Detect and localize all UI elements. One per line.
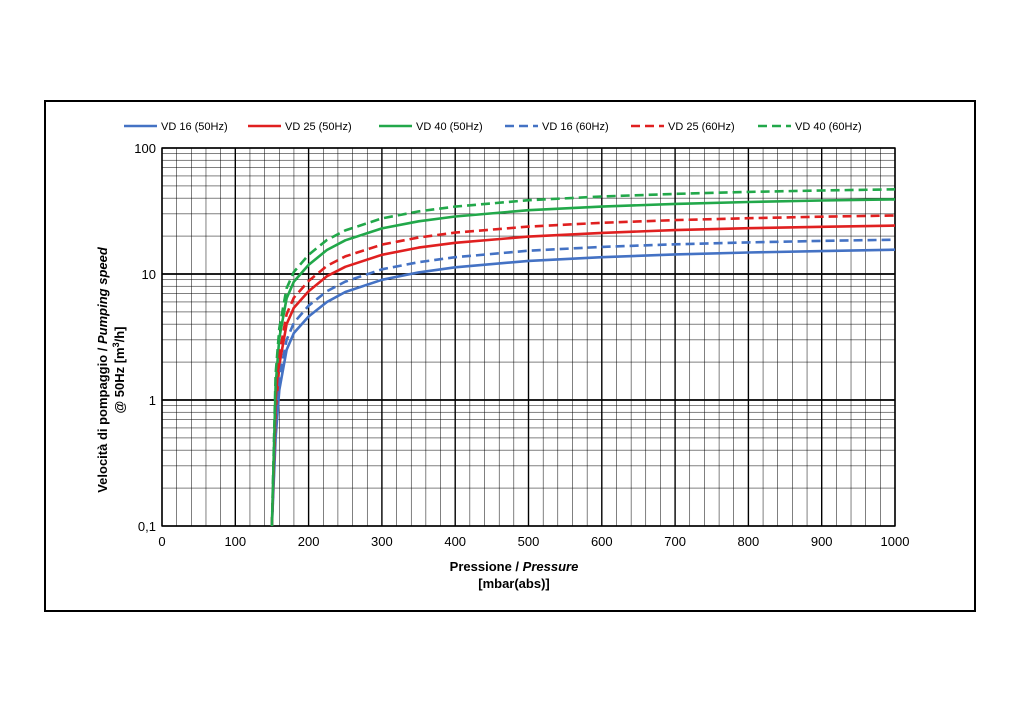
tick-labels: 0 100 200 300 400 500 600 700 800 900 1000 0,1 1 10 10… — [134, 141, 909, 549]
legend-label: VD 40 (50Hz) — [416, 121, 483, 133]
series-line-vd-16-50hz — [270, 248, 896, 527]
x-tick-label: 1000 — [881, 534, 910, 549]
x-tick-label: 300 — [371, 534, 393, 549]
x-tick-label: 600 — [591, 534, 613, 549]
y-tick-label: 100 — [134, 141, 156, 156]
legend-label: VD 16 (60Hz) — [542, 121, 609, 133]
y-tick-label: 1 — [149, 393, 156, 408]
legend-label: VD 25 (60Hz) — [668, 121, 735, 133]
x-axis-title: Pressione / Pressure — [450, 559, 579, 574]
y-tick-label: 10 — [142, 267, 156, 282]
y-axis-title: Velocità di pompaggio / Pumping speed — [95, 246, 110, 493]
y-tick-label: 0,1 — [138, 519, 156, 534]
plot-border — [161, 147, 896, 527]
y-axis-unit: @ 50Hz [m3/h] — [111, 326, 127, 413]
legend-label: VD 16 (50Hz) — [161, 121, 228, 133]
series-line-vd-25-60hz — [270, 214, 896, 527]
grid — [161, 147, 896, 527]
x-tick-label: 400 — [444, 534, 466, 549]
series-line-vd-25-50hz — [270, 224, 896, 527]
series-line-vd-40-50hz — [270, 198, 896, 527]
chart: 0 100 200 300 400 500 600 700 800 900 1000 0,1 1 10 10… — [95, 121, 909, 591]
x-tick-label: 0 — [158, 534, 165, 549]
x-tick-label: 500 — [518, 534, 540, 549]
x-tick-label: 800 — [738, 534, 760, 549]
legend-label: VD 40 (60Hz) — [795, 121, 862, 133]
x-tick-label: 900 — [811, 534, 833, 549]
series-line-vd-40-60hz — [270, 188, 896, 527]
x-tick-label: 100 — [224, 534, 246, 549]
x-axis-unit: [mbar(abs)] — [478, 576, 550, 591]
chart-frame: 0 100 200 300 400 500 600 700 800 900 1000 0,1 1 10 10… — [44, 100, 976, 612]
legend: VD 16 (50Hz) VD 25 (50Hz) VD 40 (50Hz) VD 1… — [124, 121, 862, 133]
series-line-vd-16-60hz — [270, 238, 896, 527]
x-tick-label: 700 — [664, 534, 686, 549]
series-lines — [270, 188, 896, 527]
x-tick-label: 200 — [298, 534, 320, 549]
legend-label: VD 25 (50Hz) — [285, 121, 352, 133]
